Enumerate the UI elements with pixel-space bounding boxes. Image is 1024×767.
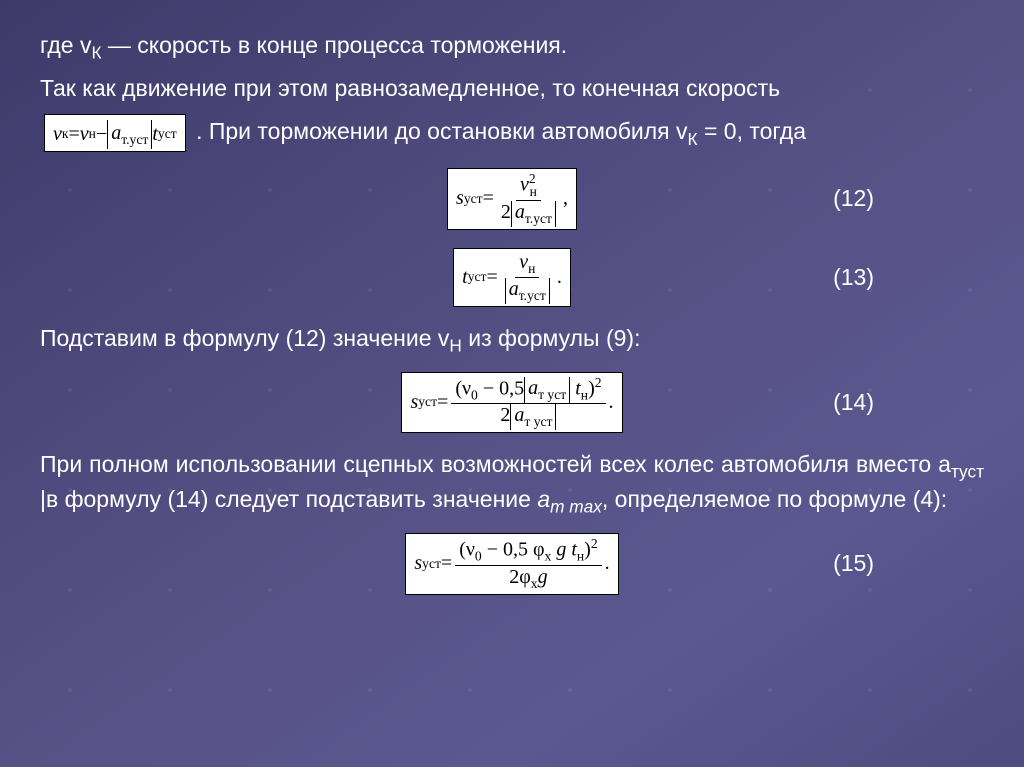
subscript: т.уст [525, 211, 552, 226]
trail: . [609, 391, 614, 414]
txt: − 0,5 [483, 377, 524, 399]
txt: 2φ [509, 566, 531, 588]
txt: − 0,5 φ [487, 539, 545, 561]
trail: . [605, 552, 610, 575]
text-run: Подставим в формулу (12) значение v [40, 325, 449, 351]
subscript: н [530, 184, 537, 199]
equation-number: (13) [833, 264, 874, 291]
subscript: н [581, 387, 588, 402]
paragraph-5: При полном использовании сцепных возможн… [40, 449, 984, 519]
abs-group: aт.уст [107, 120, 152, 149]
op: = [69, 121, 80, 148]
fraction: νн aт.уст [501, 251, 554, 304]
subscript: к [62, 125, 69, 143]
subscript: уст [464, 191, 483, 207]
equation-15: sуст = (ν0 − 0,5 φx g tн)2 2φxg . [405, 533, 618, 595]
subscript: т.уст [519, 288, 546, 303]
abs-group: aт.уст [511, 201, 556, 227]
equation-15-row: sуст = (ν0 − 0,5 φx g tн)2 2φxg . (15) [40, 531, 984, 597]
subscript: т уст [524, 414, 552, 429]
subscript: уст [418, 394, 437, 410]
subscript: т.уст [121, 132, 148, 147]
fraction: (ν0 − 0,5 φx g tн)2 2φxg [455, 536, 601, 592]
paragraph-3: νк = νн − aт.уст tуст . При торможении д… [40, 112, 984, 154]
subscript: н [89, 125, 96, 143]
subscript: К [91, 43, 101, 63]
fraction: (ν0 − 0,5aт уст tн)2 2aт уст [451, 375, 605, 431]
var: ν [80, 121, 89, 148]
var: ν [53, 121, 62, 148]
equation-14-row: sуст = (ν0 − 0,5aт уст tн)2 2aт уст . (1… [40, 370, 984, 436]
num: 2 [500, 404, 510, 426]
italic-var: a [537, 486, 550, 512]
text-run: При полном использовании сцепных возможн… [40, 451, 951, 477]
var: a [528, 377, 538, 399]
paragraph-1: где vК — скорость в конце процесса тормо… [40, 30, 984, 65]
text-run: — скорость в конце процесса торможения. [102, 32, 568, 58]
equation-12-row: sуст = ν2н 2aт.уст , (12) [40, 166, 984, 232]
var: ν [520, 174, 529, 196]
text-run: из формулы (9): [462, 325, 641, 351]
paragraph-4: Подставим в формулу (12) значение vН из … [40, 323, 984, 358]
equation-number: (15) [833, 550, 874, 577]
subscript: x [531, 576, 538, 591]
op: − [96, 121, 107, 148]
subscript: туст [951, 462, 984, 482]
equation-12: sуст = ν2н 2aт.уст , [447, 168, 577, 230]
subscript: уст [158, 125, 177, 143]
subscript: К [688, 129, 698, 149]
equation-14: sуст = (ν0 − 0,5aт уст tн)2 2aт уст . [401, 372, 622, 434]
trail: , [563, 187, 568, 210]
var: s [410, 391, 418, 414]
op: = [437, 391, 448, 414]
subscript: 0 [471, 387, 478, 402]
equation-number: (14) [833, 389, 874, 416]
trail: . [557, 266, 562, 289]
subscript: т уст [538, 387, 566, 402]
abs-group: aт уст [524, 377, 570, 403]
var: s [456, 187, 464, 210]
var: a [515, 201, 525, 223]
subscript: т max [550, 497, 602, 517]
slide-content: где vК — скорость в конце процесса тормо… [40, 30, 984, 597]
var: a [111, 122, 121, 144]
grp: ) [584, 539, 591, 561]
grp: (ν [455, 377, 471, 399]
equation-13: tуст = νн aт.уст . [453, 248, 571, 307]
text-run: . При торможении до остановки автомобиля… [196, 118, 687, 144]
text-run: |в формулу (14) следует подставить значе… [40, 486, 537, 512]
subscript: уст [422, 556, 441, 572]
superscript: 2 [591, 536, 598, 551]
num: 2 [501, 201, 511, 223]
paragraph-2: Так как движение при этом равнозамедленн… [40, 73, 984, 104]
text-run: = 0, тогда [698, 118, 806, 144]
subscript: x [545, 549, 552, 564]
var: ν [519, 251, 528, 273]
subscript: н [528, 261, 535, 276]
grp: (ν [459, 539, 475, 561]
subscript: 0 [475, 549, 482, 564]
var: a [514, 404, 524, 426]
subscript: уст [468, 269, 487, 285]
op: = [486, 266, 497, 289]
var: g [538, 566, 548, 588]
subscript: Н [449, 335, 461, 355]
equation-number: (12) [833, 185, 874, 212]
fraction: ν2н 2aт.уст [497, 171, 560, 227]
text-run: , определяемое по формуле (4): [602, 486, 947, 512]
op: = [483, 187, 494, 210]
grp: ) [588, 377, 595, 399]
op: = [441, 552, 452, 575]
var: s [414, 552, 422, 575]
inline-formula: νк = νн − aт.уст tуст [44, 114, 186, 152]
var: a [509, 278, 519, 300]
abs-group: aт уст [510, 404, 556, 430]
abs-group: aт.уст [505, 278, 550, 304]
superscript: 2 [595, 375, 602, 390]
text-run: где v [40, 32, 91, 58]
equation-13-row: tуст = νн aт.уст . (13) [40, 246, 984, 309]
var: g t [556, 539, 577, 561]
